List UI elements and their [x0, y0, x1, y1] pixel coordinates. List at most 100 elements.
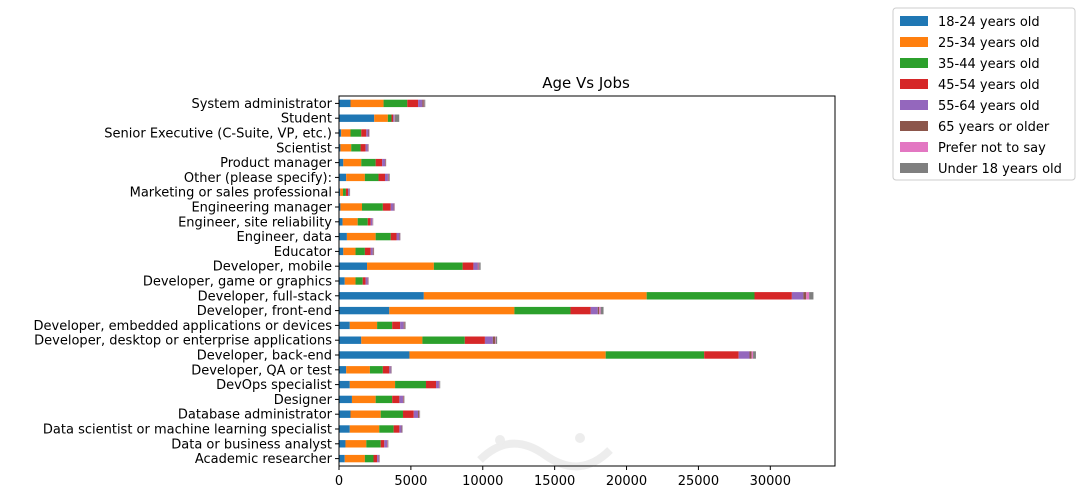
bar-segment — [343, 188, 346, 196]
bar-segment — [396, 232, 400, 241]
y-tick-label: Academic researcher — [195, 452, 333, 467]
y-tick-label: Developer, desktop or enterprise applica… — [34, 334, 332, 349]
bar-segment — [339, 262, 368, 270]
legend-swatch — [900, 142, 928, 152]
y-tick-label: Senior Executive (C-Suite, VP, etc.) — [104, 127, 332, 142]
bar-segment — [339, 425, 350, 433]
bar-segment — [599, 306, 601, 315]
y-tick-label: Developer, back-end — [197, 349, 332, 364]
bar-segment — [393, 425, 400, 433]
y-tick-label: Scientist — [276, 141, 332, 156]
plot-frame — [338, 95, 836, 467]
bar-segment — [339, 188, 341, 196]
legend-label: 18-24 years old — [938, 15, 1040, 30]
bar-segment — [373, 454, 378, 463]
bar-segment — [361, 158, 376, 167]
legend-swatch — [900, 100, 928, 110]
y-tick-label: Developer, front-end — [197, 304, 332, 319]
y-tick-label: Developer, game or graphics — [143, 275, 332, 290]
bar-segment — [377, 321, 393, 330]
y-tick-label: Designer — [274, 393, 333, 408]
bar-segment — [369, 366, 383, 374]
bar-segment — [344, 277, 356, 285]
bar-segment — [370, 218, 373, 226]
bar-segment — [605, 351, 705, 359]
bar-segment — [366, 440, 381, 448]
x-tick-label: 25000 — [678, 474, 719, 489]
legend-box — [892, 7, 1076, 181]
bar-segment — [361, 129, 367, 137]
bar-segment — [339, 336, 362, 344]
y-tick-label: Developer, embedded applications or devi… — [34, 319, 333, 334]
bar-segment — [367, 262, 434, 270]
x-tick-label: 20000 — [606, 474, 647, 489]
bar-segment — [378, 173, 386, 182]
y-tick-label: Developer, mobile — [213, 260, 332, 275]
bar-segment — [346, 366, 370, 374]
bar-segment — [738, 351, 750, 359]
bar-segment — [389, 366, 391, 374]
bar-segment — [423, 292, 647, 300]
bar-segment — [357, 218, 368, 226]
bar-segment — [791, 292, 804, 300]
bar-segment — [339, 129, 342, 137]
bar-segment — [389, 306, 515, 315]
bar-segment — [402, 410, 414, 418]
bar-segment — [383, 99, 408, 108]
bar-segment — [341, 129, 351, 137]
bar-segment — [339, 203, 341, 211]
bar-segment — [339, 292, 424, 300]
y-tick-label: Data or business analyst — [171, 437, 332, 452]
bar-segment — [375, 395, 393, 404]
chart-title: Age Vs Jobs — [542, 74, 630, 92]
legend-label: 25-34 years old — [938, 36, 1040, 51]
bar-segment — [355, 277, 363, 285]
bar-segment — [380, 410, 403, 418]
bar-segment — [339, 351, 410, 359]
bar-segment — [364, 454, 374, 463]
bar-segment — [753, 351, 756, 359]
bar-segment — [391, 114, 394, 122]
bar-segment — [364, 173, 379, 182]
bar-segment — [570, 306, 591, 315]
bar-segment — [404, 321, 406, 330]
bar-segment — [351, 395, 376, 404]
bar-segment — [418, 99, 423, 108]
bar-segment — [384, 440, 388, 448]
bar-segment — [361, 336, 423, 344]
y-tick-label: Product manager — [220, 156, 333, 171]
bar-segment — [704, 351, 739, 359]
y-tick-label: Educator — [274, 245, 333, 260]
bar-segment — [339, 99, 351, 108]
y-tick-label: Marketing or sales professional — [130, 186, 332, 201]
bar-segment — [365, 144, 368, 152]
bar-segment — [339, 454, 345, 463]
bar-segment — [375, 232, 391, 241]
bar-segment — [342, 218, 358, 226]
y-tick-label: Engineer, site reliability — [178, 215, 332, 230]
bar-segment — [339, 247, 344, 256]
bar-segment — [393, 114, 395, 122]
bar-segment — [351, 144, 361, 152]
legend-swatch — [900, 163, 928, 173]
bar-segment — [339, 395, 352, 404]
bar-segment — [364, 247, 371, 256]
bar-segment — [365, 277, 368, 285]
bar-segment — [346, 232, 376, 241]
bar-segment — [339, 366, 347, 374]
bar-segment — [379, 425, 394, 433]
bar-segment — [367, 218, 371, 226]
bar-segment — [339, 158, 344, 167]
bar-segment — [339, 277, 345, 285]
bar-segment — [382, 366, 390, 374]
bar-segment — [339, 144, 341, 152]
bar-segment — [413, 410, 419, 418]
bar-segment — [479, 262, 481, 270]
legend: 18-24 years old 25-34 years old 35-44 year… — [892, 7, 1076, 181]
bar-segment — [597, 306, 600, 315]
bar-segment — [395, 380, 426, 389]
bar-segment — [436, 380, 439, 389]
bar-segment — [339, 380, 350, 389]
bar-segment — [339, 114, 375, 122]
y-tick-label: Data scientist or machine learning speci… — [43, 423, 332, 438]
